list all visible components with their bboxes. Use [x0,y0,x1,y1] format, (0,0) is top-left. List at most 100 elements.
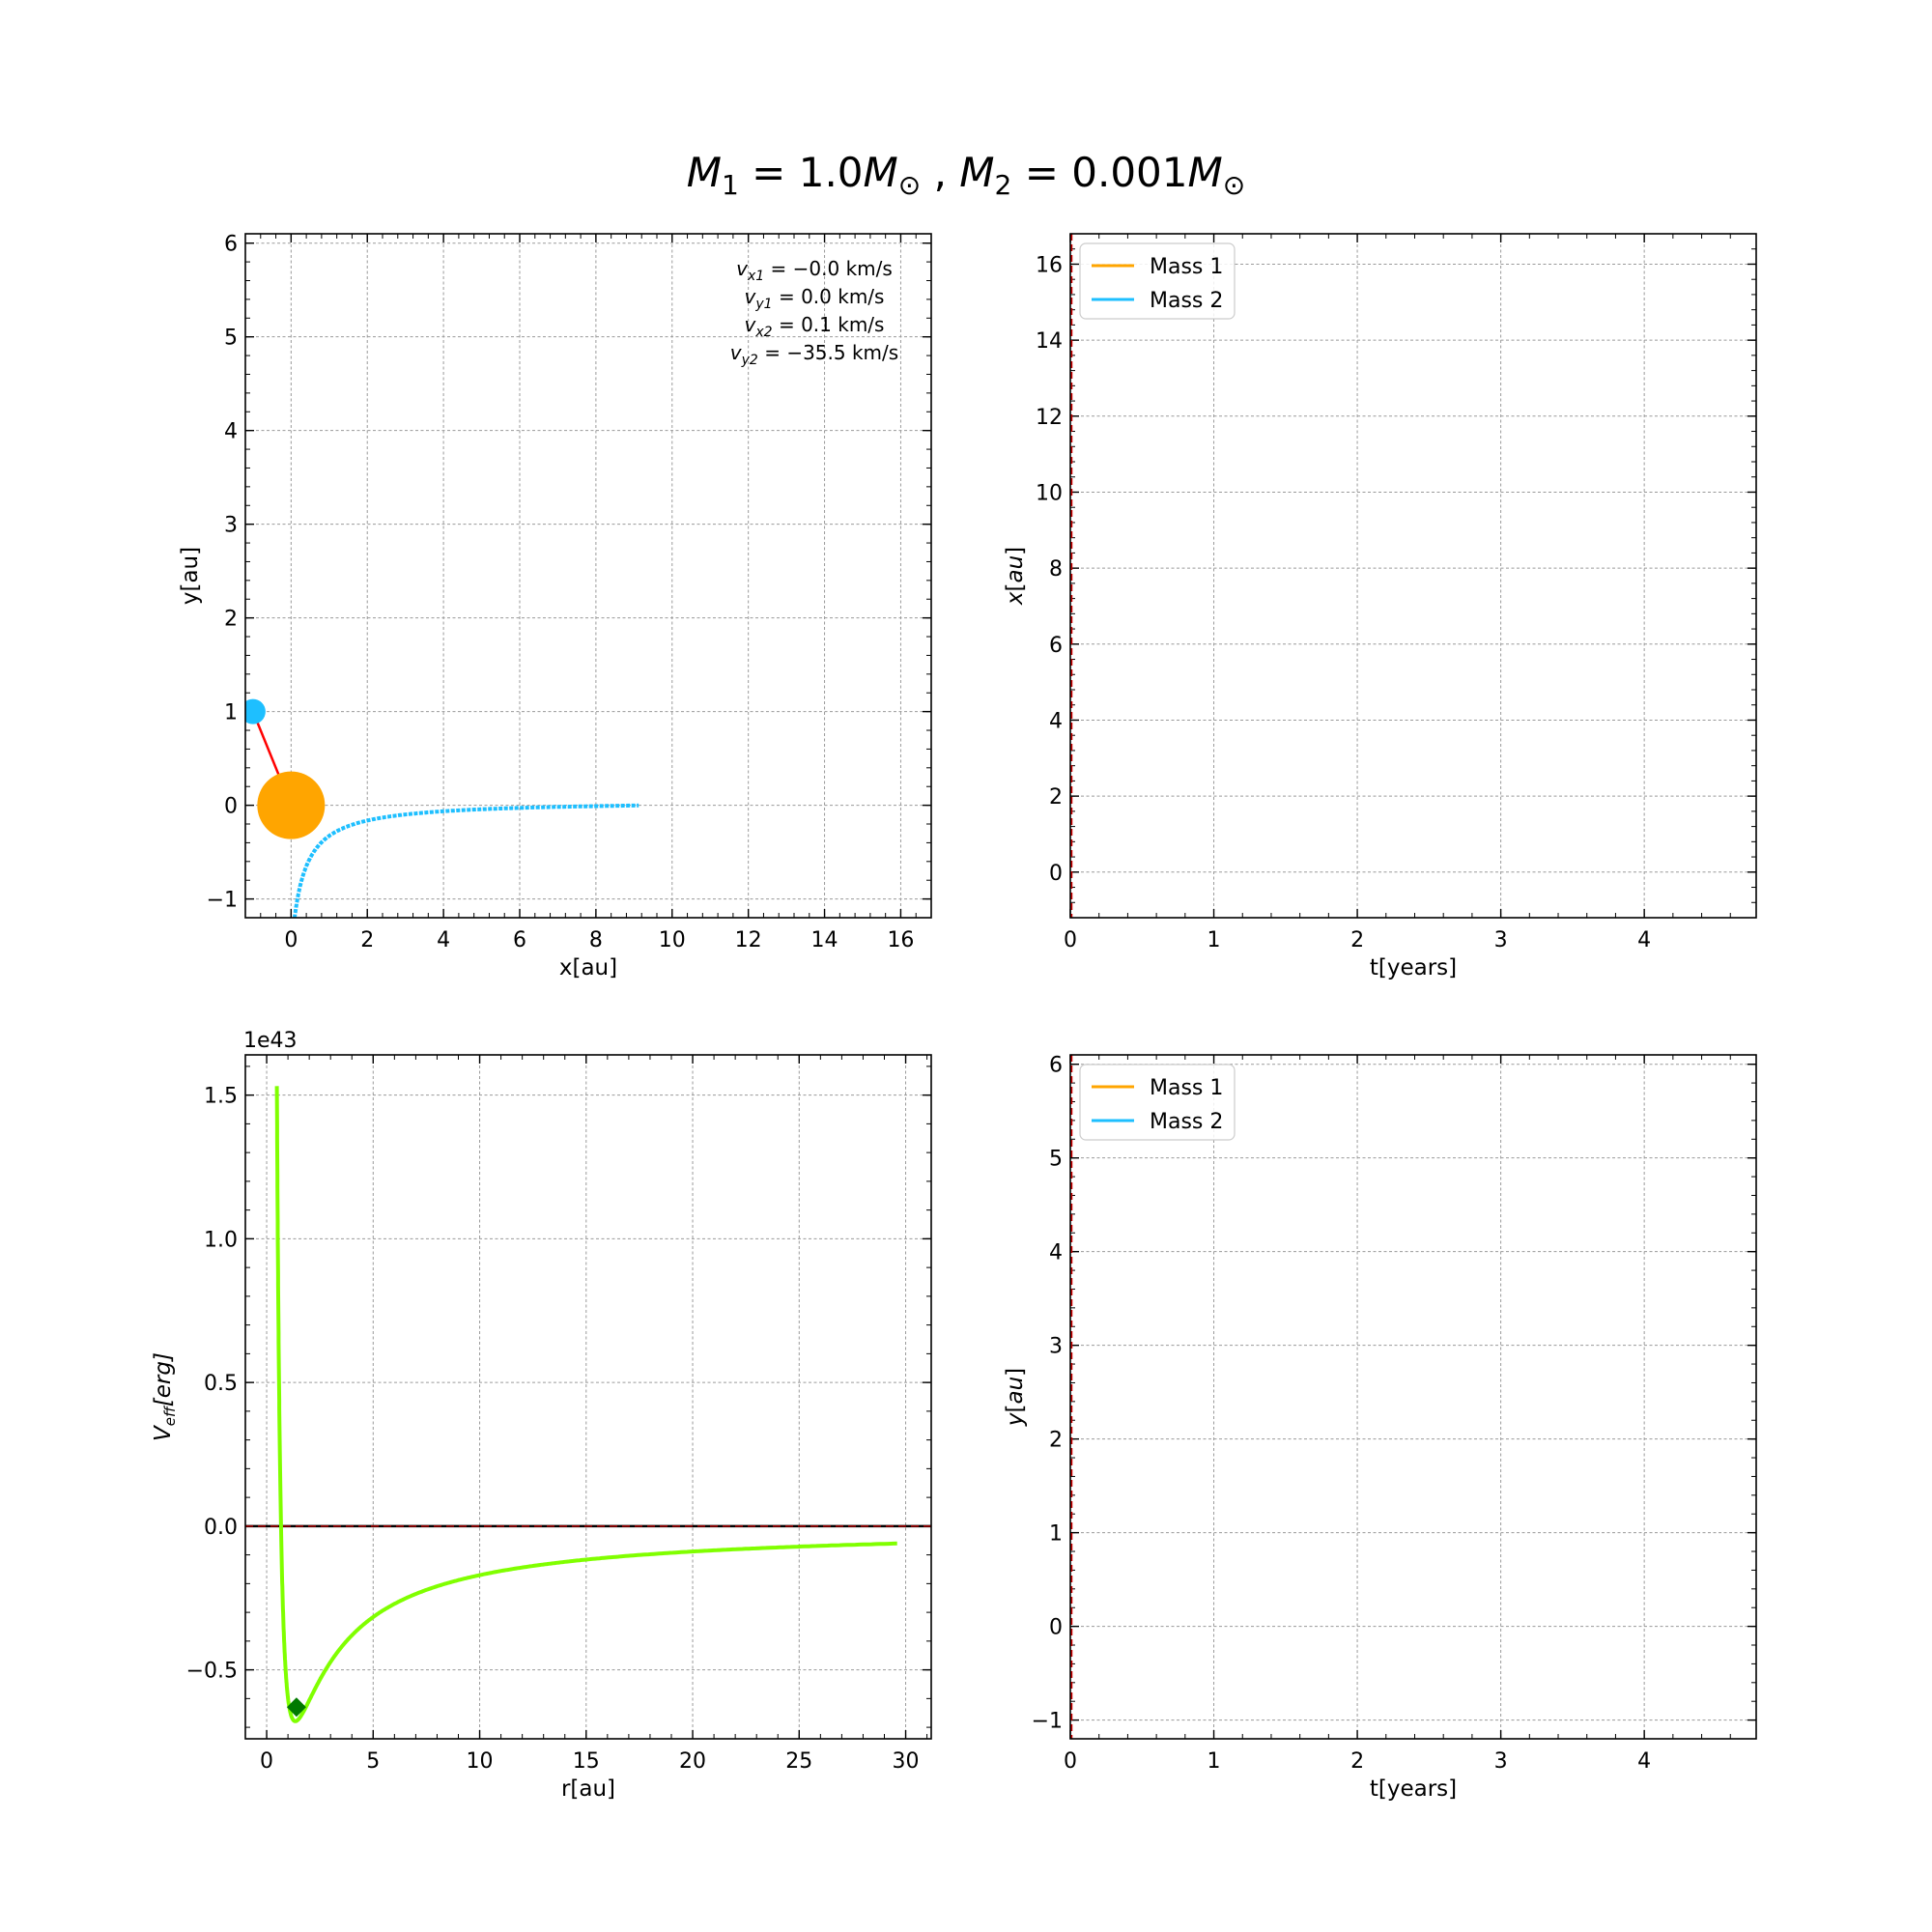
orbit-xtick-label: 2 [360,928,374,952]
x-vs-t-ylabel-close: ] [1003,547,1028,555]
orbit-xtick-label: 0 [284,928,298,952]
y-vs-t-ylabel-close: ] [1003,1368,1028,1377]
veff-xtick-label: 10 [467,1749,494,1774]
annotation-value: = 0.1 km/s [773,313,885,336]
veff-ytick-label: 1.5 [204,1085,238,1109]
y-vs-t-grid [1070,1055,1756,1739]
y-vs-t-ylabel-unit: au [1003,1377,1028,1405]
x-vs-t-ytick-label: 10 [1036,481,1063,505]
veff-ytick-label: 0.5 [204,1372,238,1396]
x-vs-t-frame [1069,233,1757,919]
x-vs-t-legend-label-2: Mass 2 [1150,289,1223,313]
orbit-ytick-label: 6 [224,233,238,257]
annotation-value: = −0.0 km/s [764,257,893,280]
orbit-plot-area [245,698,639,918]
veff-minimum-marker [286,1697,306,1718]
orbit-xtick-label: 4 [437,928,450,952]
velocity-annotation-3: vx2 = 0.1 km/s [745,313,885,340]
x-vs-t-xtick-label: 1 [1208,928,1221,952]
veff-ylabel-symbol: V [151,1424,176,1441]
orbit-ytick-label: 2 [224,608,238,632]
y-vs-t-ytick-label: 5 [1049,1148,1063,1172]
title-m1-value: = 1.0 [739,149,864,196]
x-vs-t-xtick-label: 3 [1494,928,1508,952]
y-vs-t-xtick-label: 3 [1494,1749,1508,1774]
title-m1-sun-mass: M [864,149,898,196]
orbit-ytick-label: 1 [224,701,238,725]
annotation-value: = −35.5 km/s [758,341,898,364]
x-vs-t-grid [1070,234,1756,918]
mass2-marker [245,698,266,724]
veff-xlabel: r[au] [561,1776,615,1802]
title-m1-subscript: 1 [722,169,739,201]
annotation-subscript: x1 [747,269,764,284]
annotation-symbol: v [745,313,757,336]
x-vs-t-ylabel: x[au] [1003,547,1028,606]
veff-plot-area [245,1086,931,1723]
y-vs-t-ytick-label: 0 [1049,1616,1063,1640]
x-vs-t-ylabel-unit: au [1003,555,1028,583]
orbit-xtick-label: 8 [589,928,603,952]
orbit-xlabel: x[au] [559,955,617,980]
annotation-symbol: v [730,341,743,364]
annotation-value: = 0.0 km/s [773,285,885,308]
veff-xtick-label: 25 [785,1749,812,1774]
veff-xtick-label: 15 [573,1749,600,1774]
title-m2-symbol: M [959,149,994,196]
x-vs-t-ytick-label: 16 [1036,253,1063,277]
x-vs-t-xtick-label: 0 [1064,928,1077,952]
velocity-annotation-2: vy1 = 0.0 km/s [745,285,885,312]
velocity-annotation-4: vy2 = −35.5 km/s [730,341,898,368]
title-m2-subscript: 2 [995,169,1012,201]
mass2-trajectory [292,803,639,918]
x-vs-t-ytick-label: 0 [1049,862,1063,886]
x-vs-t-legend-label-1: Mass 1 [1150,255,1223,279]
y-vs-t-xtick-label: 2 [1350,1749,1364,1774]
annotation-subscript: y1 [754,297,772,312]
veff-ylabel-unit: [erg] [151,1352,176,1406]
x-vs-t-ylabel-var: x [1003,591,1028,606]
y-vs-t-ytick-label: 1 [1049,1522,1063,1547]
orbit-ytick-label: 0 [224,795,238,819]
veff-ytick-label: −0.5 [186,1660,238,1684]
y-vs-t-minor-ticks [1070,1055,1756,1740]
orbit-ytick-label: 3 [224,514,238,538]
veff-xtick-label: 30 [893,1749,920,1774]
y-vs-t-legend-label-2: Mass 2 [1150,1110,1223,1134]
y-vs-t-ylabel-var: y [1003,1412,1028,1427]
orbit-ytick-label: 4 [224,420,238,444]
orbit-frame [244,233,932,919]
y-vs-t-ytick-label: −1 [1032,1710,1063,1734]
veff-ytick-label: 0.0 [204,1516,238,1540]
annotation-subscript: y2 [741,353,758,368]
veff-frame [244,1054,932,1740]
x-vs-t-ylabel-open: [ [1003,583,1028,592]
orbit-xtick-label: 10 [659,928,686,952]
figure-title: M1 = 1.0M⊙ , M2 = 0.001M⊙ [687,149,1245,201]
x-vs-t-legend: Mass 1 Mass 2 [1079,242,1236,320]
y-vs-t-xtick-label: 1 [1208,1749,1221,1774]
y-vs-t-xtick-label: 0 [1064,1749,1077,1774]
y-vs-t-legend: Mass 1 Mass 2 [1079,1064,1236,1141]
veff-ticks [245,1055,931,1739]
x-vs-t-ytick-label: 4 [1049,709,1063,733]
y-vs-t-legend-label-1: Mass 1 [1150,1076,1223,1100]
y-vs-t-frame [1069,1054,1757,1740]
x-vs-t-xlabel: t[years] [1370,955,1457,980]
veff-curve [274,1086,897,1723]
orbit-xtick-label: 12 [735,928,762,952]
y-vs-t-xtick-label: 4 [1637,1749,1651,1774]
x-vs-t-minor-ticks [1070,234,1756,918]
title-m1-sun-symbol: ⊙ [898,169,921,201]
title-m2-sun-symbol: ⊙ [1223,169,1245,201]
annotation-subscript: x2 [754,325,772,340]
title-m2-sun-mass: M [1188,149,1223,196]
veff-minor-ticks [244,1055,931,1739]
x-vs-t-xtick-label: 2 [1350,928,1364,952]
y-vs-t-ylabel: y[au] [1003,1368,1028,1427]
y-vs-t-ytick-label: 6 [1049,1054,1063,1078]
y-vs-t-xlabel: t[years] [1370,1776,1457,1802]
orbit-xtick-label: 16 [887,928,914,952]
